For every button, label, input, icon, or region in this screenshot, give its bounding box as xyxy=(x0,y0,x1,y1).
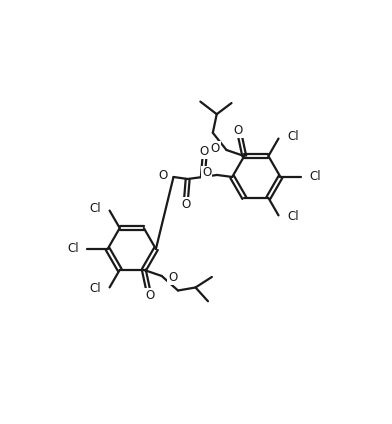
Text: O: O xyxy=(200,145,209,158)
Text: Cl: Cl xyxy=(89,282,101,296)
Text: O: O xyxy=(168,271,178,284)
Text: O: O xyxy=(158,168,168,181)
Text: O: O xyxy=(181,198,191,211)
Text: Cl: Cl xyxy=(89,203,101,215)
Text: Cl: Cl xyxy=(287,210,299,223)
Text: O: O xyxy=(202,167,211,179)
Text: O: O xyxy=(211,142,220,155)
Text: O: O xyxy=(145,289,154,301)
Text: Cl: Cl xyxy=(67,243,79,256)
Text: O: O xyxy=(234,124,243,137)
Text: Cl: Cl xyxy=(287,131,299,143)
Text: Cl: Cl xyxy=(309,170,321,184)
